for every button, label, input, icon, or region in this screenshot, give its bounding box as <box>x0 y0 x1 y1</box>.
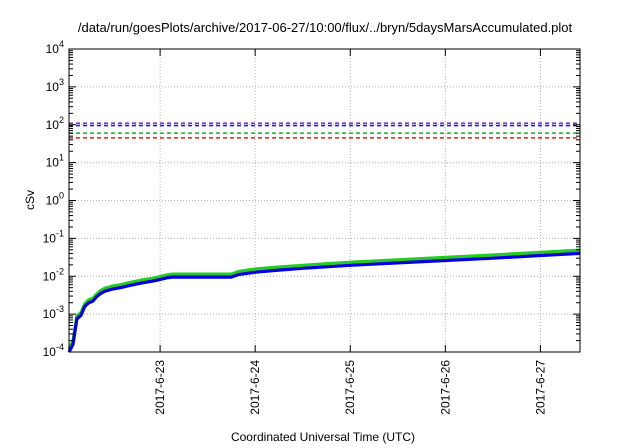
x-tick-label: 2017-6-25 <box>343 360 357 415</box>
x-axis-tick-labels: 2017-6-23 2017-6-24 2017-6-25 2017-6-26 2017… <box>153 360 547 415</box>
y-tick-label: 10-4 <box>43 342 64 359</box>
x-tick-label: 2017-6-23 <box>153 360 167 415</box>
grid <box>69 49 580 352</box>
x-axis-label: Coordinated Universal Time (UTC) <box>231 430 415 444</box>
x-tick-label: 2017-6-24 <box>248 360 262 415</box>
y-tick-label: 10-2 <box>43 266 64 283</box>
x-tick-label: 2017-6-26 <box>438 360 452 415</box>
y-tick-label: 10-1 <box>43 228 64 245</box>
chart-title: /data/run/goesPlots/archive/2017-06-27/1… <box>78 20 573 35</box>
y-tick-label: 100 <box>46 191 64 208</box>
reference-lines <box>69 122 580 139</box>
series-lines <box>67 248 581 353</box>
series-line-1 <box>67 248 581 350</box>
y-axis-tick-labels: 10-4 10-3 10-2 10-1 100 101 102 103 104 <box>43 39 64 359</box>
y-axis-label: cSv <box>23 190 37 210</box>
x-tick-label: 2017-6-27 <box>533 360 547 415</box>
y-tick-label: 10-3 <box>43 304 64 321</box>
series-line-2 <box>67 251 581 353</box>
y-tick-label: 102 <box>46 115 64 132</box>
y-tick-label: 101 <box>46 153 64 170</box>
y-tick-label: 103 <box>46 77 64 94</box>
axis-ticks <box>69 48 580 353</box>
y-tick-label: 104 <box>46 39 64 56</box>
